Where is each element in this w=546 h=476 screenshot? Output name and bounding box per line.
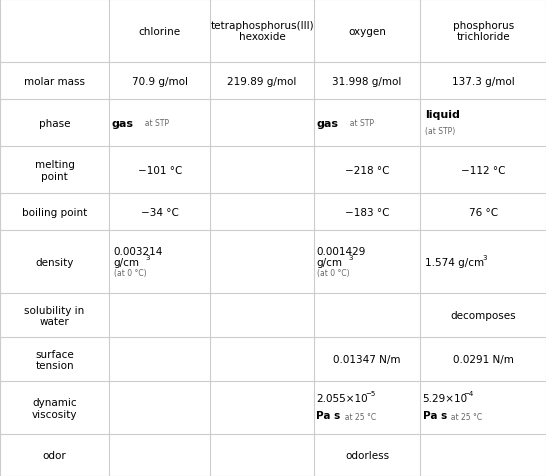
Text: 5.29×10: 5.29×10 xyxy=(423,393,468,403)
Text: chlorine: chlorine xyxy=(139,27,181,37)
Text: 0.001429: 0.001429 xyxy=(317,247,366,257)
Text: 76 °C: 76 °C xyxy=(468,207,498,217)
Text: density: density xyxy=(35,257,74,267)
Text: 2.055×10: 2.055×10 xyxy=(316,393,368,403)
Text: (at STP): (at STP) xyxy=(425,127,455,136)
Text: −112 °C: −112 °C xyxy=(461,166,506,176)
Text: molar mass: molar mass xyxy=(24,77,85,87)
Text: at 25 °C: at 25 °C xyxy=(340,412,376,421)
Text: decomposes: decomposes xyxy=(450,311,516,321)
Text: tetraphosphorus(III)
hexoxide: tetraphosphorus(III) hexoxide xyxy=(210,21,314,42)
Text: 0.003214: 0.003214 xyxy=(114,247,163,257)
Text: 0.01347 N/m: 0.01347 N/m xyxy=(334,355,401,365)
Text: at STP: at STP xyxy=(345,119,374,128)
Text: odor: odor xyxy=(43,450,67,460)
Text: surface
tension: surface tension xyxy=(35,349,74,370)
Text: −183 °C: −183 °C xyxy=(345,207,389,217)
Text: phase: phase xyxy=(39,119,70,128)
Text: 3: 3 xyxy=(348,254,353,260)
Text: 70.9 g/mol: 70.9 g/mol xyxy=(132,77,188,87)
Text: oxygen: oxygen xyxy=(348,27,386,37)
Text: dynamic
viscosity: dynamic viscosity xyxy=(32,397,78,419)
Text: −5: −5 xyxy=(365,390,376,396)
Text: at STP: at STP xyxy=(140,119,169,128)
Text: −218 °C: −218 °C xyxy=(345,166,389,176)
Text: 0.0291 N/m: 0.0291 N/m xyxy=(453,355,514,365)
Text: melting
point: melting point xyxy=(34,159,75,181)
Text: boiling point: boiling point xyxy=(22,207,87,217)
Text: 3: 3 xyxy=(482,254,486,260)
Text: liquid: liquid xyxy=(425,110,460,120)
Text: 219.89 g/mol: 219.89 g/mol xyxy=(227,77,297,87)
Text: Pa s: Pa s xyxy=(316,410,340,420)
Text: Pa s: Pa s xyxy=(423,410,447,420)
Text: at 25 °C: at 25 °C xyxy=(446,412,482,421)
Text: 3: 3 xyxy=(145,254,150,260)
Text: odorless: odorless xyxy=(345,450,389,460)
Text: −34 °C: −34 °C xyxy=(141,207,179,217)
Text: (at 0 °C): (at 0 °C) xyxy=(114,268,146,277)
Text: solubility in
water: solubility in water xyxy=(25,305,85,327)
Text: phosphorus
trichloride: phosphorus trichloride xyxy=(453,21,514,42)
Text: 137.3 g/mol: 137.3 g/mol xyxy=(452,77,514,87)
Text: g/cm: g/cm xyxy=(114,257,140,267)
Text: −101 °C: −101 °C xyxy=(138,166,182,176)
Text: (at 0 °C): (at 0 °C) xyxy=(317,268,349,277)
Text: 1.574 g/cm: 1.574 g/cm xyxy=(425,257,484,267)
Text: 31.998 g/mol: 31.998 g/mol xyxy=(333,77,402,87)
Text: −4: −4 xyxy=(463,390,473,396)
Text: g/cm: g/cm xyxy=(317,257,343,267)
Text: gas: gas xyxy=(317,119,339,128)
Text: gas: gas xyxy=(112,119,134,128)
